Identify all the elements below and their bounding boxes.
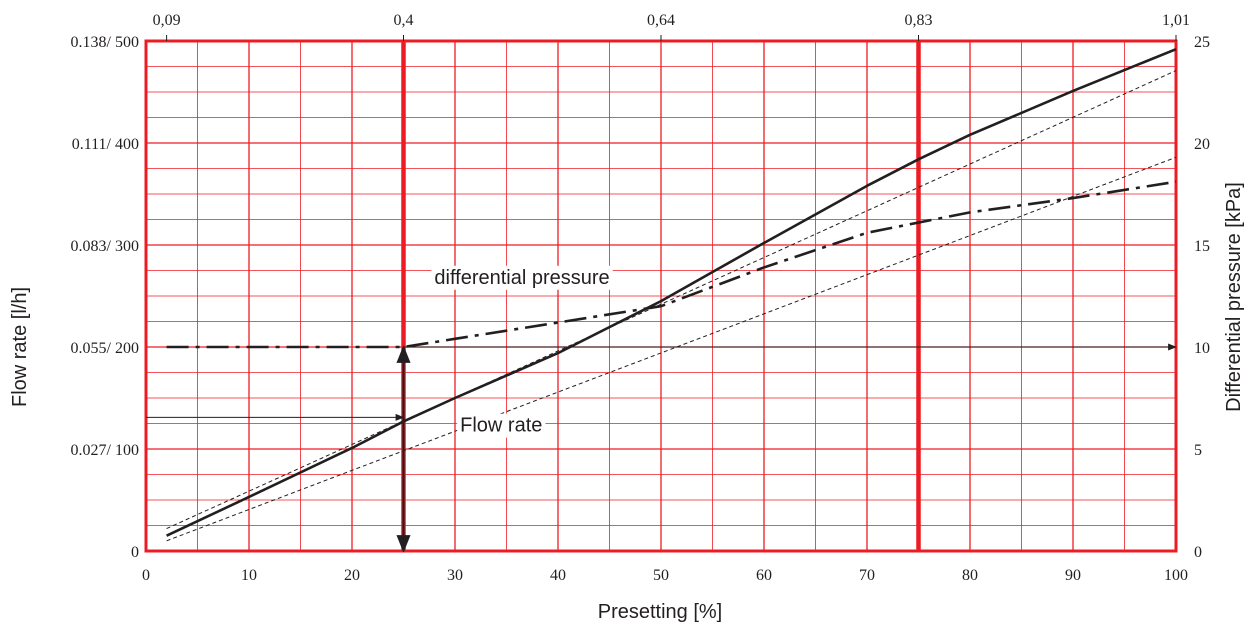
x-tick-label: 90 bbox=[1065, 567, 1081, 584]
grid bbox=[144, 35, 1178, 553]
x-axis-title: Presetting [%] bbox=[598, 601, 723, 623]
top-tick-label: 0,09 bbox=[153, 12, 181, 29]
annotation-label: differential pressure bbox=[434, 267, 609, 289]
x-tick-label: 0 bbox=[142, 567, 150, 584]
x-tick-label: 20 bbox=[344, 567, 360, 584]
series-line-solid bbox=[166, 47, 1177, 537]
x-tick-label: 70 bbox=[859, 567, 875, 584]
annotation-label: Flow rate bbox=[460, 415, 542, 437]
annotation-background bbox=[431, 265, 613, 290]
y-left-tick-label: 0.027/ 100 bbox=[71, 442, 139, 459]
y-right-tick-label: 15 bbox=[1194, 238, 1210, 255]
series-group bbox=[166, 47, 1177, 542]
top-tick-label: 0,83 bbox=[905, 12, 933, 29]
x-tick-label: 50 bbox=[653, 567, 669, 584]
x-tick-label: 80 bbox=[962, 567, 978, 584]
x-tick-label: 100 bbox=[1164, 567, 1188, 584]
y-right-tick-label: 5 bbox=[1194, 442, 1202, 459]
y-left-tick-label: 0.055/ 200 bbox=[71, 340, 139, 357]
x-tick-label: 40 bbox=[550, 567, 566, 584]
y-left-axis-title: Flow rate [l/h] bbox=[9, 287, 31, 407]
y-right-tick-label: 20 bbox=[1194, 136, 1210, 153]
y-right-tick-label: 0 bbox=[1194, 544, 1202, 561]
arrow-group bbox=[146, 343, 1177, 553]
series-line-dotted-upper bbox=[166, 70, 1177, 530]
y-left-tick-label: 0.138/ 500 bbox=[71, 34, 139, 51]
y-right-tick-label: 25 bbox=[1194, 34, 1210, 51]
series-line-dash-dot bbox=[166, 180, 1177, 349]
series-line-dotted-lower bbox=[166, 156, 1177, 542]
y-left-tick-label: 0.083/ 300 bbox=[71, 238, 139, 255]
x-tick-label: 60 bbox=[756, 567, 772, 584]
y-left-tick-label: 0.111/ 400 bbox=[72, 136, 139, 153]
y-left-tick-label: 0 bbox=[131, 544, 139, 561]
annotation-background bbox=[457, 413, 546, 438]
x-tick-label: 30 bbox=[447, 567, 463, 584]
top-tick-label: 1,01 bbox=[1162, 12, 1190, 29]
top-tick-label: 0,4 bbox=[394, 12, 414, 29]
x-tick-label: 10 bbox=[241, 567, 257, 584]
top-tick-label: 0,64 bbox=[647, 12, 675, 29]
annotations: differential pressure Flow rate bbox=[431, 265, 613, 438]
y-right-tick-label: 10 bbox=[1194, 340, 1210, 357]
y-right-axis-title: Differential pressure [kPa] bbox=[1223, 182, 1245, 412]
